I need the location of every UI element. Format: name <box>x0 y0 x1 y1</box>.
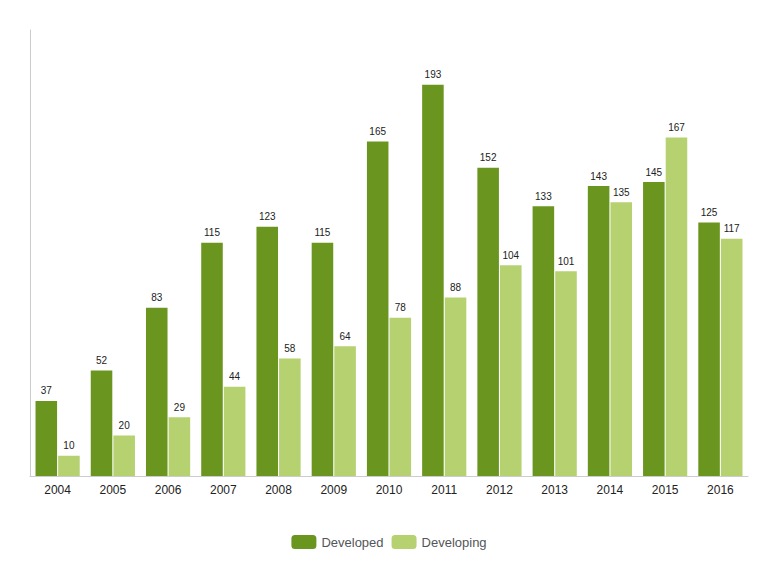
svg-text:2006: 2006 <box>155 483 182 497</box>
svg-text:2011: 2011 <box>431 483 457 497</box>
svg-text:29: 29 <box>174 402 186 413</box>
svg-text:10: 10 <box>63 440 75 451</box>
svg-text:193: 193 <box>425 69 442 80</box>
svg-text:Developing: Developing <box>422 535 487 550</box>
svg-text:58: 58 <box>284 343 296 354</box>
svg-text:2008: 2008 <box>265 483 292 497</box>
svg-text:2010: 2010 <box>376 483 403 497</box>
svg-text:125: 125 <box>701 207 718 218</box>
svg-text:2015: 2015 <box>652 483 679 497</box>
svg-text:143: 143 <box>590 171 607 182</box>
svg-text:78: 78 <box>395 302 407 313</box>
svg-text:Developed: Developed <box>321 535 383 550</box>
svg-text:2009: 2009 <box>320 483 347 497</box>
svg-text:115: 115 <box>314 227 330 238</box>
svg-text:101: 101 <box>558 256 575 267</box>
svg-text:2005: 2005 <box>99 483 126 497</box>
svg-text:2004: 2004 <box>44 483 71 497</box>
svg-text:83: 83 <box>151 292 163 303</box>
svg-text:2016: 2016 <box>707 483 734 497</box>
svg-text:123: 123 <box>259 211 276 222</box>
svg-text:2014: 2014 <box>597 483 624 497</box>
svg-text:52: 52 <box>96 355 108 366</box>
svg-text:117: 117 <box>724 223 740 234</box>
svg-text:152: 152 <box>480 152 497 163</box>
svg-text:165: 165 <box>369 126 386 137</box>
svg-text:104: 104 <box>502 250 519 261</box>
svg-text:145: 145 <box>645 167 662 178</box>
svg-text:37: 37 <box>41 385 53 396</box>
svg-text:2012: 2012 <box>486 483 513 497</box>
svg-text:20: 20 <box>119 420 131 431</box>
svg-text:135: 135 <box>613 187 630 198</box>
svg-text:2007: 2007 <box>210 483 237 497</box>
svg-text:64: 64 <box>340 331 352 342</box>
svg-text:115: 115 <box>204 227 220 238</box>
svg-text:167: 167 <box>668 122 685 133</box>
svg-text:2013: 2013 <box>541 483 568 497</box>
svg-text:88: 88 <box>450 282 462 293</box>
svg-text:44: 44 <box>229 371 241 382</box>
svg-text:133: 133 <box>535 191 552 202</box>
